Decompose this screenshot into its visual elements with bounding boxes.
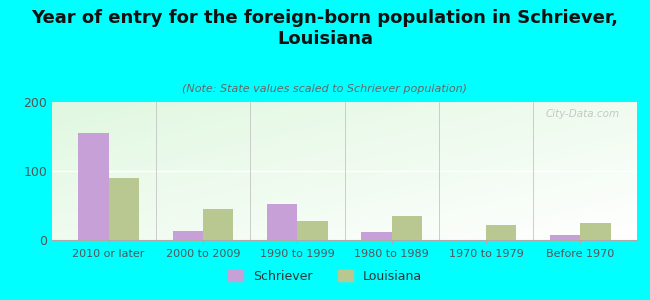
- Bar: [392, 216, 422, 240]
- Bar: [173, 231, 203, 240]
- Bar: [79, 133, 109, 240]
- Bar: [550, 235, 580, 240]
- Bar: [580, 223, 610, 240]
- Text: City-Data.com: City-Data.com: [545, 109, 619, 119]
- Legend: Schriever, Louisiana: Schriever, Louisiana: [223, 265, 427, 288]
- Bar: [361, 232, 392, 240]
- Bar: [297, 221, 328, 240]
- Bar: [109, 178, 139, 240]
- Bar: [486, 225, 516, 240]
- Bar: [267, 204, 297, 240]
- Text: (Note: State values scaled to Schriever population): (Note: State values scaled to Schriever …: [183, 84, 467, 94]
- Bar: [203, 209, 233, 240]
- Text: Year of entry for the foreign-born population in Schriever,
Louisiana: Year of entry for the foreign-born popul…: [31, 9, 619, 48]
